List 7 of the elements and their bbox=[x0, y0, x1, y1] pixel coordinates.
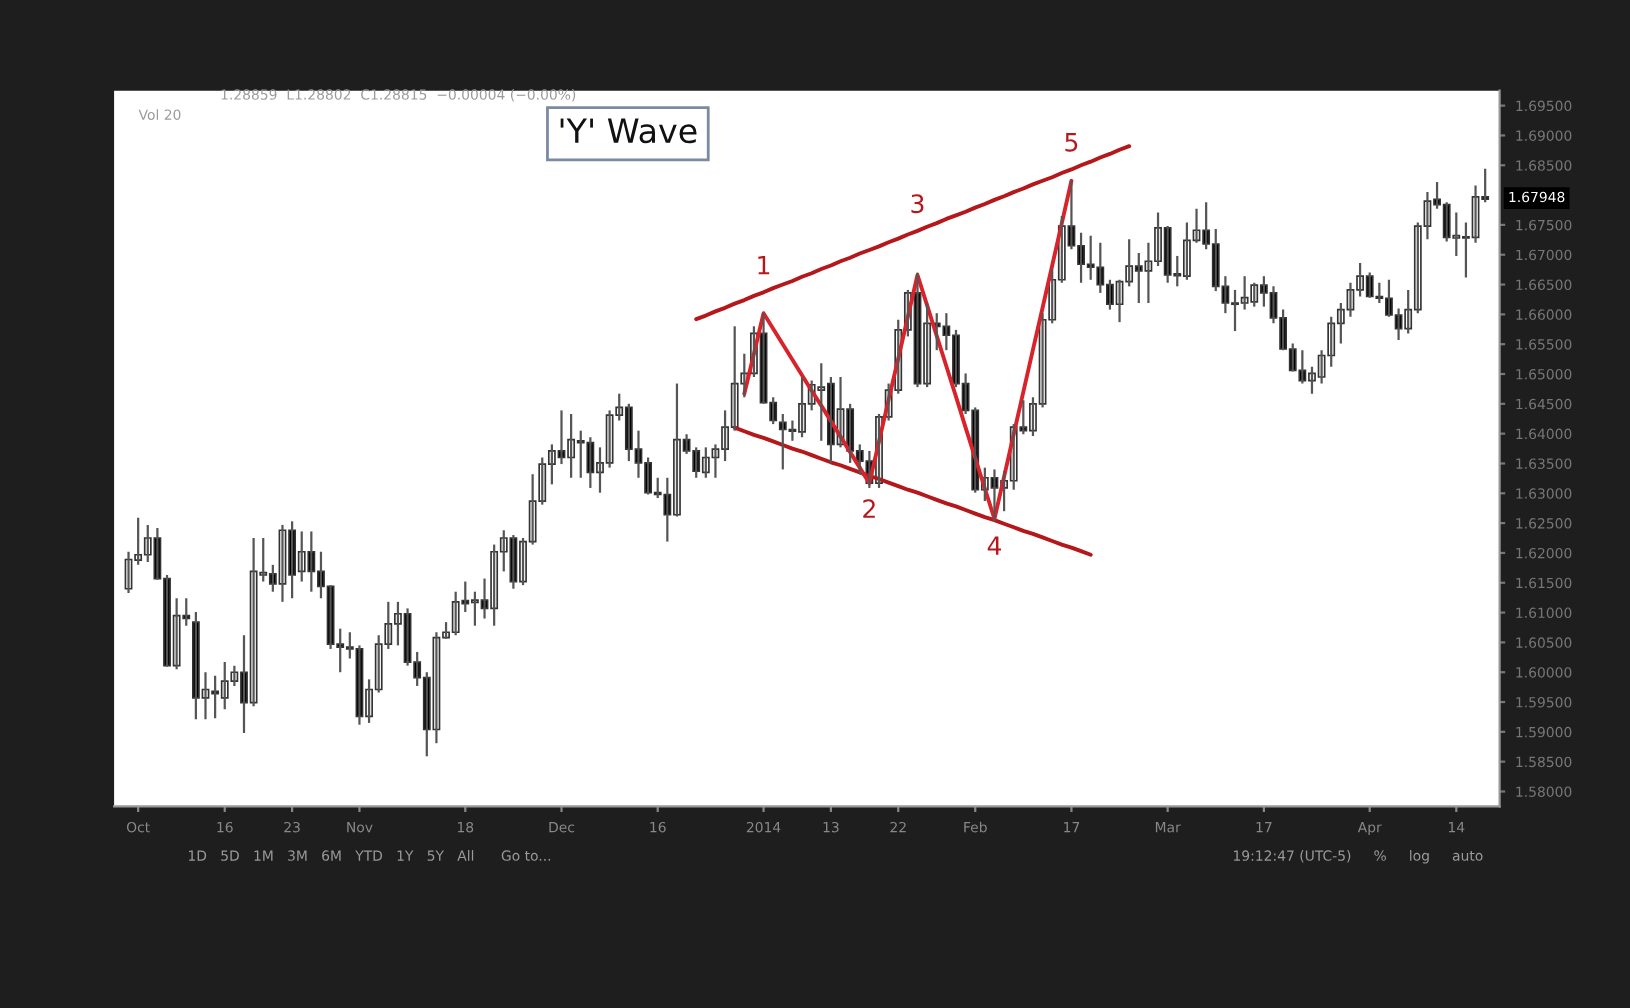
annotation: 4 bbox=[987, 536, 1002, 555]
annotation: 2 bbox=[863, 499, 875, 518]
annotation: 5 bbox=[1065, 133, 1078, 152]
line-series bbox=[742, 178, 1074, 521]
annotation: 1 bbox=[758, 255, 770, 275]
annotation: 3 bbox=[911, 194, 924, 214]
text: 'Y' Wave bbox=[560, 118, 697, 144]
